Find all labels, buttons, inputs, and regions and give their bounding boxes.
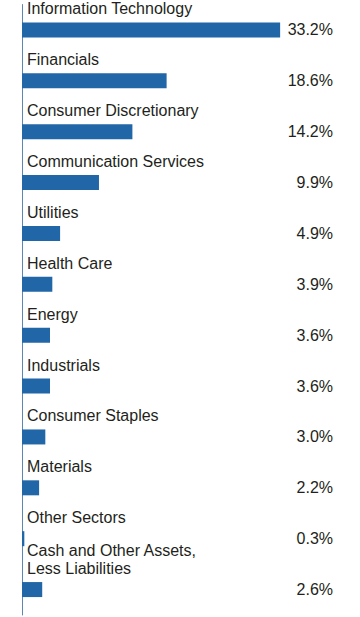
svg-text:Materials: Materials — [27, 458, 92, 475]
svg-text:3.6%: 3.6% — [297, 327, 333, 344]
svg-text:3.6%: 3.6% — [297, 378, 333, 395]
svg-text:18.6%: 18.6% — [288, 72, 333, 89]
svg-text:Energy: Energy — [27, 306, 78, 323]
svg-text:2.6%: 2.6% — [297, 581, 333, 598]
svg-text:Health Care: Health Care — [27, 255, 112, 272]
svg-text:Financials: Financials — [27, 51, 99, 68]
svg-text:0.3%: 0.3% — [297, 530, 333, 547]
svg-text:33.2%: 33.2% — [288, 21, 333, 38]
svg-text:Other Sectors: Other Sectors — [27, 509, 126, 526]
svg-text:2.2%: 2.2% — [297, 479, 333, 496]
svg-text:3.9%: 3.9% — [297, 276, 333, 293]
svg-text:Consumer Staples: Consumer Staples — [27, 407, 159, 424]
svg-text:Less Liabilities: Less Liabilities — [27, 560, 131, 577]
svg-text:Communication Services: Communication Services — [27, 153, 204, 170]
svg-text:Consumer Discretionary: Consumer Discretionary — [27, 102, 199, 119]
svg-text:3.0%: 3.0% — [297, 428, 333, 445]
svg-text:Industrials: Industrials — [27, 357, 100, 374]
svg-text:4.9%: 4.9% — [297, 225, 333, 242]
svg-text:9.9%: 9.9% — [297, 174, 333, 191]
svg-text:Utilities: Utilities — [27, 204, 79, 221]
svg-text:Cash and Other Assets,: Cash and Other Assets, — [27, 542, 200, 559]
svg-text:Information Technology: Information Technology — [27, 0, 192, 17]
svg-text:14.2%: 14.2% — [288, 123, 333, 140]
